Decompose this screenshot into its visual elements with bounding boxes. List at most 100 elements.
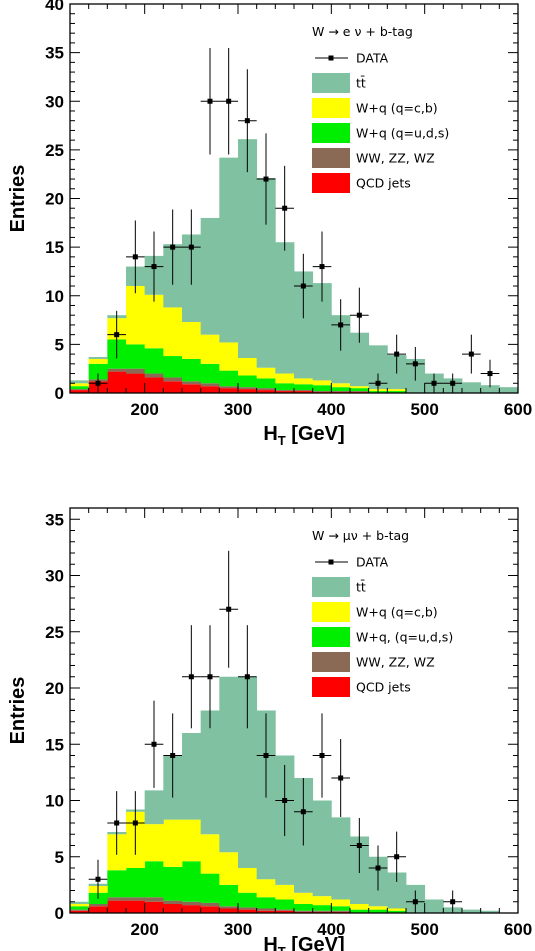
- data-point: [88, 373, 108, 393]
- bar: [219, 884, 239, 907]
- data-marker: [170, 753, 176, 758]
- bar: [126, 900, 146, 913]
- bar: [126, 868, 146, 898]
- legend-item: W+q, (q=u,d,s): [312, 627, 453, 647]
- bar: [70, 906, 90, 910]
- bar: [294, 904, 314, 911]
- data-marker: [263, 753, 269, 758]
- bar: [163, 819, 183, 867]
- legend-item: W+q (q=c,b): [312, 602, 438, 622]
- data-point: [387, 334, 406, 374]
- data-point: [424, 373, 444, 393]
- bar: [256, 388, 276, 391]
- data-marker: [300, 283, 306, 289]
- legend-label: tt̄: [356, 76, 366, 91]
- data-marker: [188, 674, 194, 680]
- bar: [219, 157, 239, 343]
- data-point: [144, 700, 164, 788]
- bar: [144, 861, 164, 898]
- data-marker: [356, 312, 362, 318]
- bar: [256, 879, 276, 898]
- data-marker: [95, 380, 101, 386]
- data-point: [331, 739, 350, 817]
- data-marker: [170, 244, 176, 250]
- bar: [350, 909, 370, 913]
- bar: [163, 904, 183, 913]
- data-marker: [226, 606, 232, 612]
- data-marker: [468, 351, 474, 357]
- y-tick-label: 10: [45, 287, 64, 306]
- series-w-q-q-u-d-s-: [70, 861, 407, 913]
- bar: [331, 383, 351, 388]
- bar: [107, 870, 127, 898]
- bar: [238, 387, 258, 390]
- y-tick-label: 25: [45, 141, 64, 160]
- legend: W → μν + b-tag DATA tt̄ W+q (q=c,b) W+q, (q=…: [312, 528, 453, 697]
- bar: [126, 344, 146, 369]
- bar: [70, 909, 90, 911]
- bar: [275, 899, 295, 910]
- bar: [331, 817, 351, 900]
- bar: [182, 733, 202, 820]
- bar: [312, 800, 332, 897]
- y-tick-label: 15: [45, 238, 64, 257]
- bar: [88, 904, 108, 907]
- bar: [294, 910, 314, 912]
- bar: [200, 906, 220, 913]
- bar: [238, 389, 258, 393]
- bar: [107, 368, 127, 372]
- chart-panel-2: 200 300 400 500 600 0 5 10 15 20 25 30 35 HT [GeV] Ent…: [7, 507, 532, 951]
- bar: [182, 384, 202, 393]
- bar: [126, 897, 146, 901]
- y-tick-label: 20: [45, 190, 64, 209]
- bar: [144, 824, 164, 862]
- bar: [182, 381, 202, 385]
- bar: [331, 910, 351, 912]
- bar: [163, 377, 183, 382]
- bar: [275, 383, 295, 391]
- bar: [107, 897, 127, 901]
- legend-data-marker: [328, 559, 334, 565]
- y-tick-label: 5: [55, 335, 64, 354]
- bar: [126, 373, 146, 393]
- bar: [70, 904, 90, 907]
- y-tick-label: 25: [45, 623, 64, 642]
- legend-title: W → e ν + b-tag: [312, 24, 413, 39]
- bar: [331, 906, 351, 911]
- bar: [312, 905, 332, 911]
- bar: [499, 387, 519, 393]
- data-marker: [114, 332, 120, 338]
- bar: [182, 905, 202, 913]
- series-ww-zz-wz: [70, 897, 351, 912]
- legend-item-data: DATA: [315, 51, 389, 66]
- bar: [368, 906, 388, 910]
- bar: [144, 377, 164, 393]
- y-axis-title: Entries: [7, 677, 29, 745]
- bar: [294, 384, 314, 391]
- x-tick-label: 600: [504, 920, 532, 939]
- legend-title: W → μν + b-tag: [312, 528, 409, 543]
- bar: [350, 332, 370, 387]
- data-point: [275, 764, 294, 837]
- bar: [70, 901, 90, 904]
- legend-label: QCD jets: [356, 176, 411, 191]
- data-marker: [338, 322, 344, 328]
- bar: [350, 391, 370, 393]
- data-marker: [300, 809, 306, 815]
- bar: [126, 368, 146, 374]
- legend-label: DATA: [356, 555, 389, 570]
- bar: [294, 378, 314, 385]
- data-point: [200, 47, 220, 155]
- data-point: [182, 625, 201, 729]
- data-marker: [487, 371, 493, 377]
- data-point: [126, 791, 145, 855]
- data-point: [275, 165, 294, 251]
- bar: [219, 386, 239, 389]
- data-point: [88, 859, 108, 899]
- data-marker: [282, 205, 288, 211]
- data-point: [107, 791, 126, 855]
- data-point: [256, 713, 276, 798]
- x-tick-label: 300: [224, 920, 252, 939]
- data-point: [406, 890, 425, 913]
- legend-swatch: [312, 73, 350, 93]
